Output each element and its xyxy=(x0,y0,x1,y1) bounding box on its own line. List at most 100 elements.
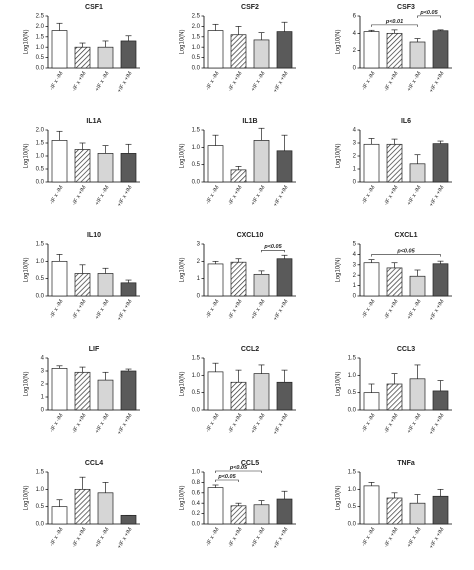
bar xyxy=(276,31,293,69)
y-tick-label: 0.5 xyxy=(36,167,45,173)
y-tick-label: 0 xyxy=(353,294,357,300)
y-tick-label: 1.0 xyxy=(36,259,45,265)
y-axis-label: Log10(N) xyxy=(24,371,30,396)
y-tick-label: 6 xyxy=(353,14,357,20)
panel-title: CXCL10 xyxy=(237,232,264,239)
y-tick-label: 1 xyxy=(41,395,45,401)
bar xyxy=(432,30,449,69)
significance-label: p<0.05 xyxy=(229,465,248,471)
bar xyxy=(230,261,247,297)
y-axis-label: Log10(N) xyxy=(336,29,342,54)
bar xyxy=(386,32,403,69)
y-tick-label: 0.0 xyxy=(36,294,45,300)
bar xyxy=(97,492,114,525)
bar xyxy=(74,46,91,69)
significance-label: p<0.05 xyxy=(263,244,282,250)
y-tick-label: 3 xyxy=(197,242,201,248)
bar xyxy=(409,502,426,525)
panel-title: IL6 xyxy=(401,118,411,125)
panel-title: TNFa xyxy=(397,460,415,467)
panel-title: IL10 xyxy=(87,232,101,239)
y-tick-label: 0.5 xyxy=(348,390,357,396)
bar xyxy=(51,506,68,525)
y-tick-label: 0.5 xyxy=(192,55,201,61)
y-tick-label: 0.0 xyxy=(348,408,357,414)
y-tick-label: 2 xyxy=(353,273,357,279)
y-tick-label: 0.0 xyxy=(36,522,45,528)
significance-bracket xyxy=(371,24,418,27)
y-tick-label: 3 xyxy=(353,141,357,147)
bar xyxy=(276,258,293,297)
bar xyxy=(230,381,247,411)
y-tick-label: 2.0 xyxy=(36,128,45,134)
y-tick-label: 0 xyxy=(353,66,357,72)
y-axis-label: Log10(N) xyxy=(336,143,342,168)
y-tick-label: 0.6 xyxy=(192,490,201,496)
bar xyxy=(51,260,68,297)
y-tick-label: 2.5 xyxy=(192,14,201,20)
bar xyxy=(432,143,449,183)
y-axis-label: Log10(N) xyxy=(24,143,30,168)
y-axis-label: Log10(N) xyxy=(24,29,30,54)
bar xyxy=(120,282,137,297)
y-tick-label: 1 xyxy=(353,283,357,289)
y-axis-label: Log10(N) xyxy=(336,257,342,282)
panel-title: CSF1 xyxy=(85,4,103,11)
y-tick-label: 0 xyxy=(197,294,201,300)
bar xyxy=(363,262,380,297)
y-tick-label: 1 xyxy=(197,276,201,282)
y-tick-label: 0.4 xyxy=(192,501,201,507)
y-tick-label: 0.0 xyxy=(192,66,201,72)
bar xyxy=(253,39,270,69)
y-tick-label: 2 xyxy=(197,259,201,265)
y-tick-label: 0.5 xyxy=(348,504,357,510)
y-tick-label: 0.5 xyxy=(192,390,201,396)
bar xyxy=(363,31,380,69)
significance-bracket xyxy=(215,470,262,473)
bar xyxy=(409,163,426,183)
bar xyxy=(120,40,137,69)
bar xyxy=(276,498,293,525)
y-tick-label: 0.5 xyxy=(192,162,201,168)
y-tick-label: 1.5 xyxy=(36,242,45,248)
bar xyxy=(97,153,114,183)
y-axis-label: Log10(N) xyxy=(24,485,30,510)
significance-bracket xyxy=(215,479,239,482)
y-tick-label: 0.5 xyxy=(36,276,45,282)
y-tick-label: 4 xyxy=(353,31,357,37)
y-axis-label: Log10(N) xyxy=(180,257,186,282)
bar xyxy=(409,41,426,69)
y-tick-label: 2 xyxy=(353,48,357,54)
y-tick-label: 0.5 xyxy=(36,504,45,510)
y-tick-label: 1.5 xyxy=(36,141,45,147)
y-tick-label: 0.0 xyxy=(192,180,201,186)
y-tick-label: 0.0 xyxy=(36,66,45,72)
y-tick-label: 0 xyxy=(353,180,357,186)
y-tick-label: 1.0 xyxy=(348,487,357,493)
bar xyxy=(276,150,293,183)
y-tick-label: 2.0 xyxy=(36,24,45,30)
y-tick-label: 2 xyxy=(41,382,45,388)
y-tick-label: 4 xyxy=(353,128,357,134)
y-tick-label: 3 xyxy=(41,369,45,375)
bar xyxy=(432,495,449,525)
significance-bracket xyxy=(261,249,285,253)
y-tick-label: 1.0 xyxy=(36,45,45,51)
y-tick-label: 0.8 xyxy=(192,480,201,486)
y-tick-label: 1.5 xyxy=(192,34,201,40)
y-tick-label: 1.5 xyxy=(348,356,357,362)
y-axis-label: Log10(N) xyxy=(180,371,186,396)
bar xyxy=(97,379,114,411)
y-tick-label: 2.5 xyxy=(36,14,45,20)
bar xyxy=(230,505,247,525)
bar xyxy=(386,267,403,297)
significance-bracket xyxy=(417,15,441,18)
bar xyxy=(386,497,403,525)
y-tick-label: 1 xyxy=(353,167,357,173)
bar xyxy=(74,488,91,525)
y-tick-label: 2 xyxy=(353,154,357,160)
y-tick-label: 1.0 xyxy=(36,154,45,160)
y-axis-label: Log10(N) xyxy=(336,485,342,510)
panel-title: CSF2 xyxy=(241,4,259,11)
